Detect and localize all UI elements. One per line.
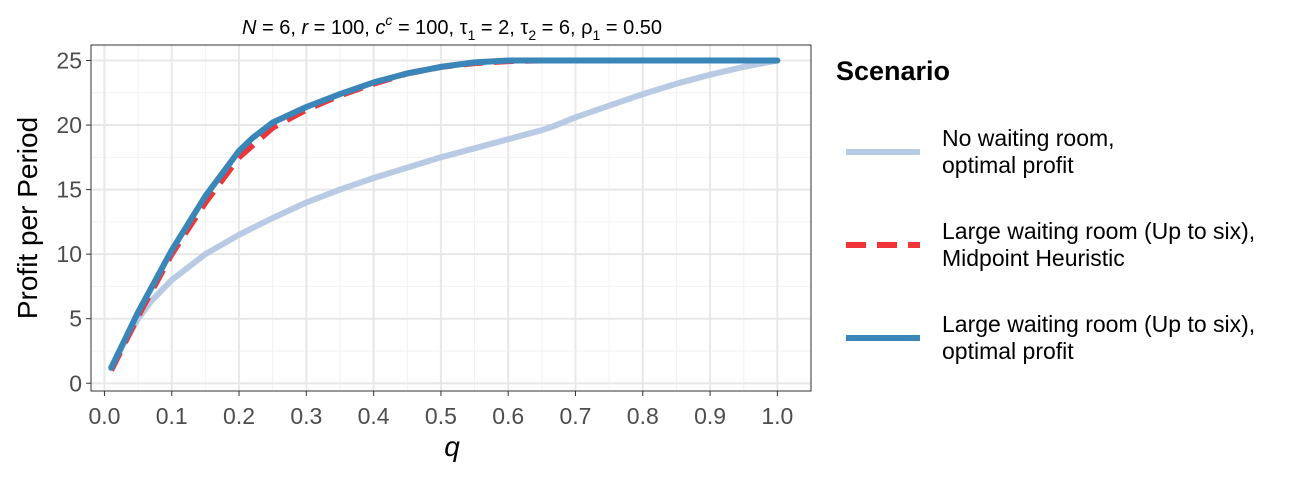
x-tick-label: 0.5 xyxy=(425,403,457,429)
y-axis: 0 5 10 15 20 25 xyxy=(56,47,91,396)
series-line-3 xyxy=(108,57,781,371)
x-tick-label: 0.2 xyxy=(223,403,255,429)
legend-title: Scenario xyxy=(836,56,950,86)
legend-label-2: Large waiting room (Up to six), xyxy=(942,218,1255,244)
y-axis-title: Profit per Period xyxy=(12,117,43,319)
legend-label-3: Large waiting room (Up to six), xyxy=(942,311,1255,337)
x-axis-title: q xyxy=(444,431,460,462)
major-grid xyxy=(91,45,811,391)
x-tick-label: 0.4 xyxy=(358,403,390,429)
x-tick-label: 0.8 xyxy=(627,403,659,429)
x-tick-label: 0.0 xyxy=(88,403,120,429)
y-tick-label: 0 xyxy=(69,370,82,396)
plot-title: N = 6, r = 100, cc = 100, τ1 = 2, τ2 = 6… xyxy=(242,12,662,43)
plot-panel xyxy=(90,44,812,392)
series-line-1 xyxy=(108,57,781,371)
y-tick-label: 20 xyxy=(56,112,82,138)
x-axis: 0.0 0.1 0.2 0.3 0.4 0.5 0.6 0.7 0.8 0.9 1.0 xyxy=(88,391,793,429)
series-layer xyxy=(108,57,781,372)
minor-grid xyxy=(91,45,811,391)
x-tick-label: 0.6 xyxy=(492,403,524,429)
y-tick-label: 10 xyxy=(56,241,82,267)
x-tick-label: 0.7 xyxy=(559,403,591,429)
legend-label-2: Midpoint Heuristic xyxy=(942,245,1125,271)
x-tick-label: 0.3 xyxy=(290,403,322,429)
panel-border xyxy=(90,44,812,392)
y-tick-label: 15 xyxy=(56,177,82,203)
x-tick-label: 1.0 xyxy=(761,403,793,429)
x-tick-label: 0.9 xyxy=(694,403,726,429)
legend-label-1: No waiting room, xyxy=(942,125,1115,151)
series-line-2 xyxy=(108,57,778,372)
x-tick-label: 0.1 xyxy=(156,403,188,429)
legend-label-3: optimal profit xyxy=(942,338,1074,364)
y-tick-label: 25 xyxy=(56,47,82,73)
legend: Scenario No waiting room,optimal profitL… xyxy=(836,56,1255,364)
y-tick-label: 5 xyxy=(69,306,82,332)
legend-label-1: optimal profit xyxy=(942,152,1074,178)
